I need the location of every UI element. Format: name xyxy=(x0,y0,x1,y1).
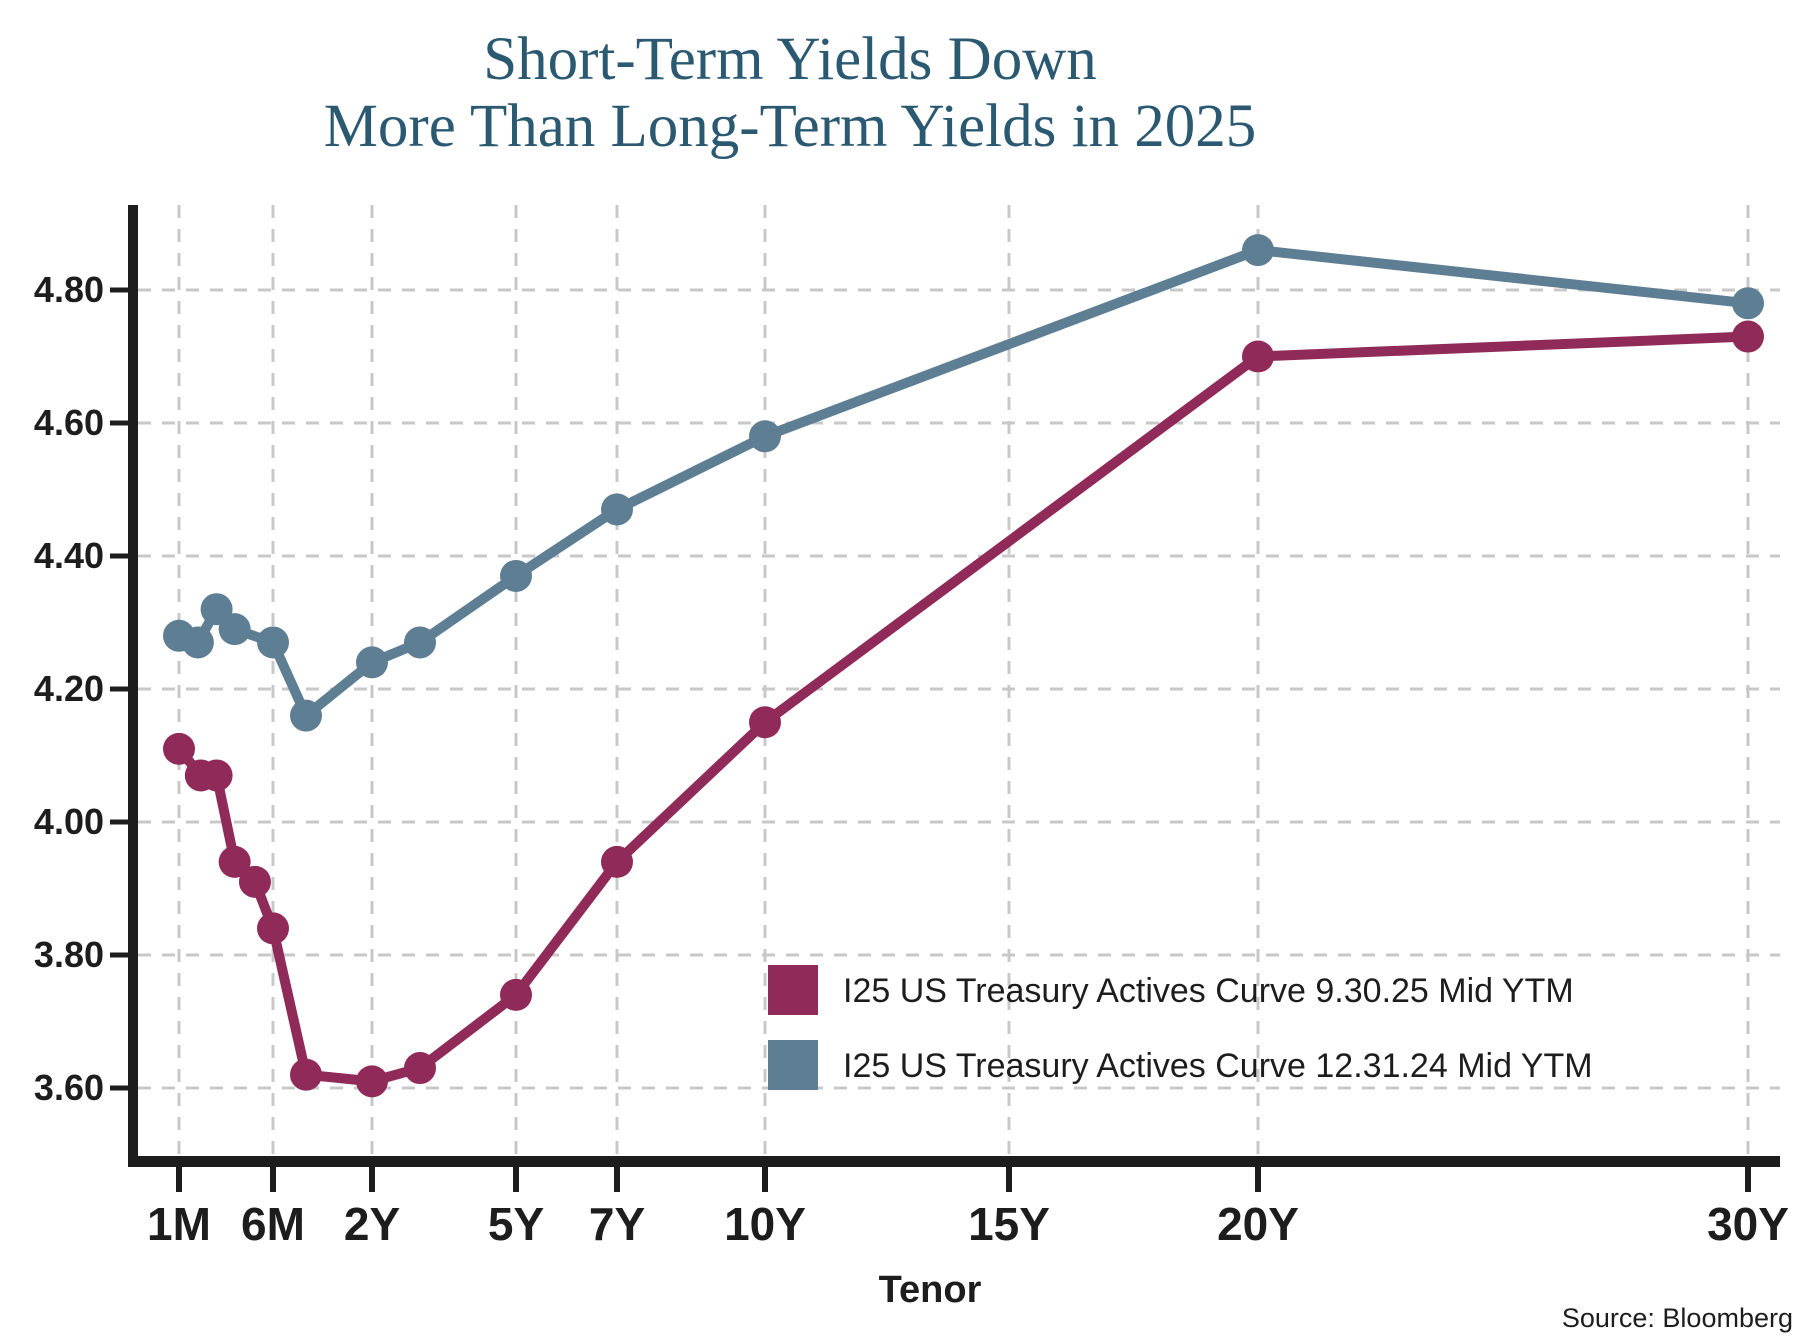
x-tick-label: 20Y xyxy=(1217,1198,1299,1250)
legend-swatch-2024 xyxy=(768,1040,818,1090)
y-tick-label: 4.80 xyxy=(34,269,104,310)
series-marker-1 xyxy=(404,626,436,659)
series-marker-0 xyxy=(200,759,233,792)
series-marker-0 xyxy=(1732,320,1764,353)
series-marker-1 xyxy=(1732,287,1764,320)
series-marker-0 xyxy=(257,912,289,945)
y-tick-label: 4.00 xyxy=(34,801,104,842)
x-tick-label: 30Y xyxy=(1707,1198,1789,1250)
y-tick-label: 3.60 xyxy=(34,1067,104,1108)
axes: 4.80 4.60 4.40 4.20 4.00 3.80 3.60 1M 6M 2Y 5Y 7Y 10… xyxy=(34,205,1789,1250)
series-marker-1 xyxy=(500,559,532,592)
series-marker-1 xyxy=(749,420,781,453)
series-marker-0 xyxy=(601,845,633,878)
chart-title-line2: More Than Long-Term Yields in 2025 xyxy=(324,93,1257,160)
series-marker-1 xyxy=(218,613,251,646)
data-series xyxy=(163,234,1764,1098)
series-line-0 xyxy=(174,331,1753,1087)
series-marker-0 xyxy=(749,706,781,739)
y-tick-label: 4.40 xyxy=(34,535,104,576)
y-tick-label: 3.80 xyxy=(34,934,104,975)
x-tick-label: 1M xyxy=(147,1198,211,1250)
chart-title-line1: Short-Term Yields Down xyxy=(483,26,1097,93)
chart-title: Short-Term Yields Down More Than Long-Te… xyxy=(324,26,1257,160)
series-marker-1 xyxy=(257,626,289,659)
series-marker-0 xyxy=(356,1065,388,1098)
gridlines xyxy=(138,205,1780,1155)
x-axis-spine xyxy=(128,1156,1780,1167)
series-marker-1 xyxy=(356,646,388,679)
series-marker-1 xyxy=(290,699,322,732)
x-tick-label: 2Y xyxy=(344,1198,400,1250)
legend: I25 US Treasury Actives Curve 9.30.25 Mi… xyxy=(768,965,1593,1090)
series-marker-1 xyxy=(181,626,214,659)
legend-label-2025: I25 US Treasury Actives Curve 9.30.25 Mi… xyxy=(843,972,1574,1010)
series-marker-0 xyxy=(404,1052,436,1085)
series-marker-0 xyxy=(163,732,195,765)
x-tick-label: 6M xyxy=(241,1198,305,1250)
y-axis-spine xyxy=(128,205,138,1167)
series-marker-0 xyxy=(1242,340,1274,373)
source-note: Source: Bloomberg xyxy=(1562,1303,1793,1333)
x-tick-label: 5Y xyxy=(488,1198,544,1250)
series-marker-0 xyxy=(500,978,532,1011)
x-axis-title: Tenor xyxy=(879,1269,982,1311)
x-tick-label: 7Y xyxy=(589,1198,645,1250)
legend-swatch-2025 xyxy=(768,965,818,1015)
series-marker-0 xyxy=(290,1058,322,1091)
series-marker-1 xyxy=(1242,234,1274,267)
x-tick-label: 15Y xyxy=(968,1198,1050,1250)
series-marker-0 xyxy=(238,865,271,898)
series-marker-0 xyxy=(218,845,251,878)
x-tick-label: 10Y xyxy=(724,1198,806,1250)
y-tick-label: 4.20 xyxy=(34,668,104,709)
legend-label-2024: I25 US Treasury Actives Curve 12.31.24 M… xyxy=(843,1047,1593,1085)
y-tick-label: 4.60 xyxy=(34,402,104,443)
series-marker-1 xyxy=(601,493,633,526)
